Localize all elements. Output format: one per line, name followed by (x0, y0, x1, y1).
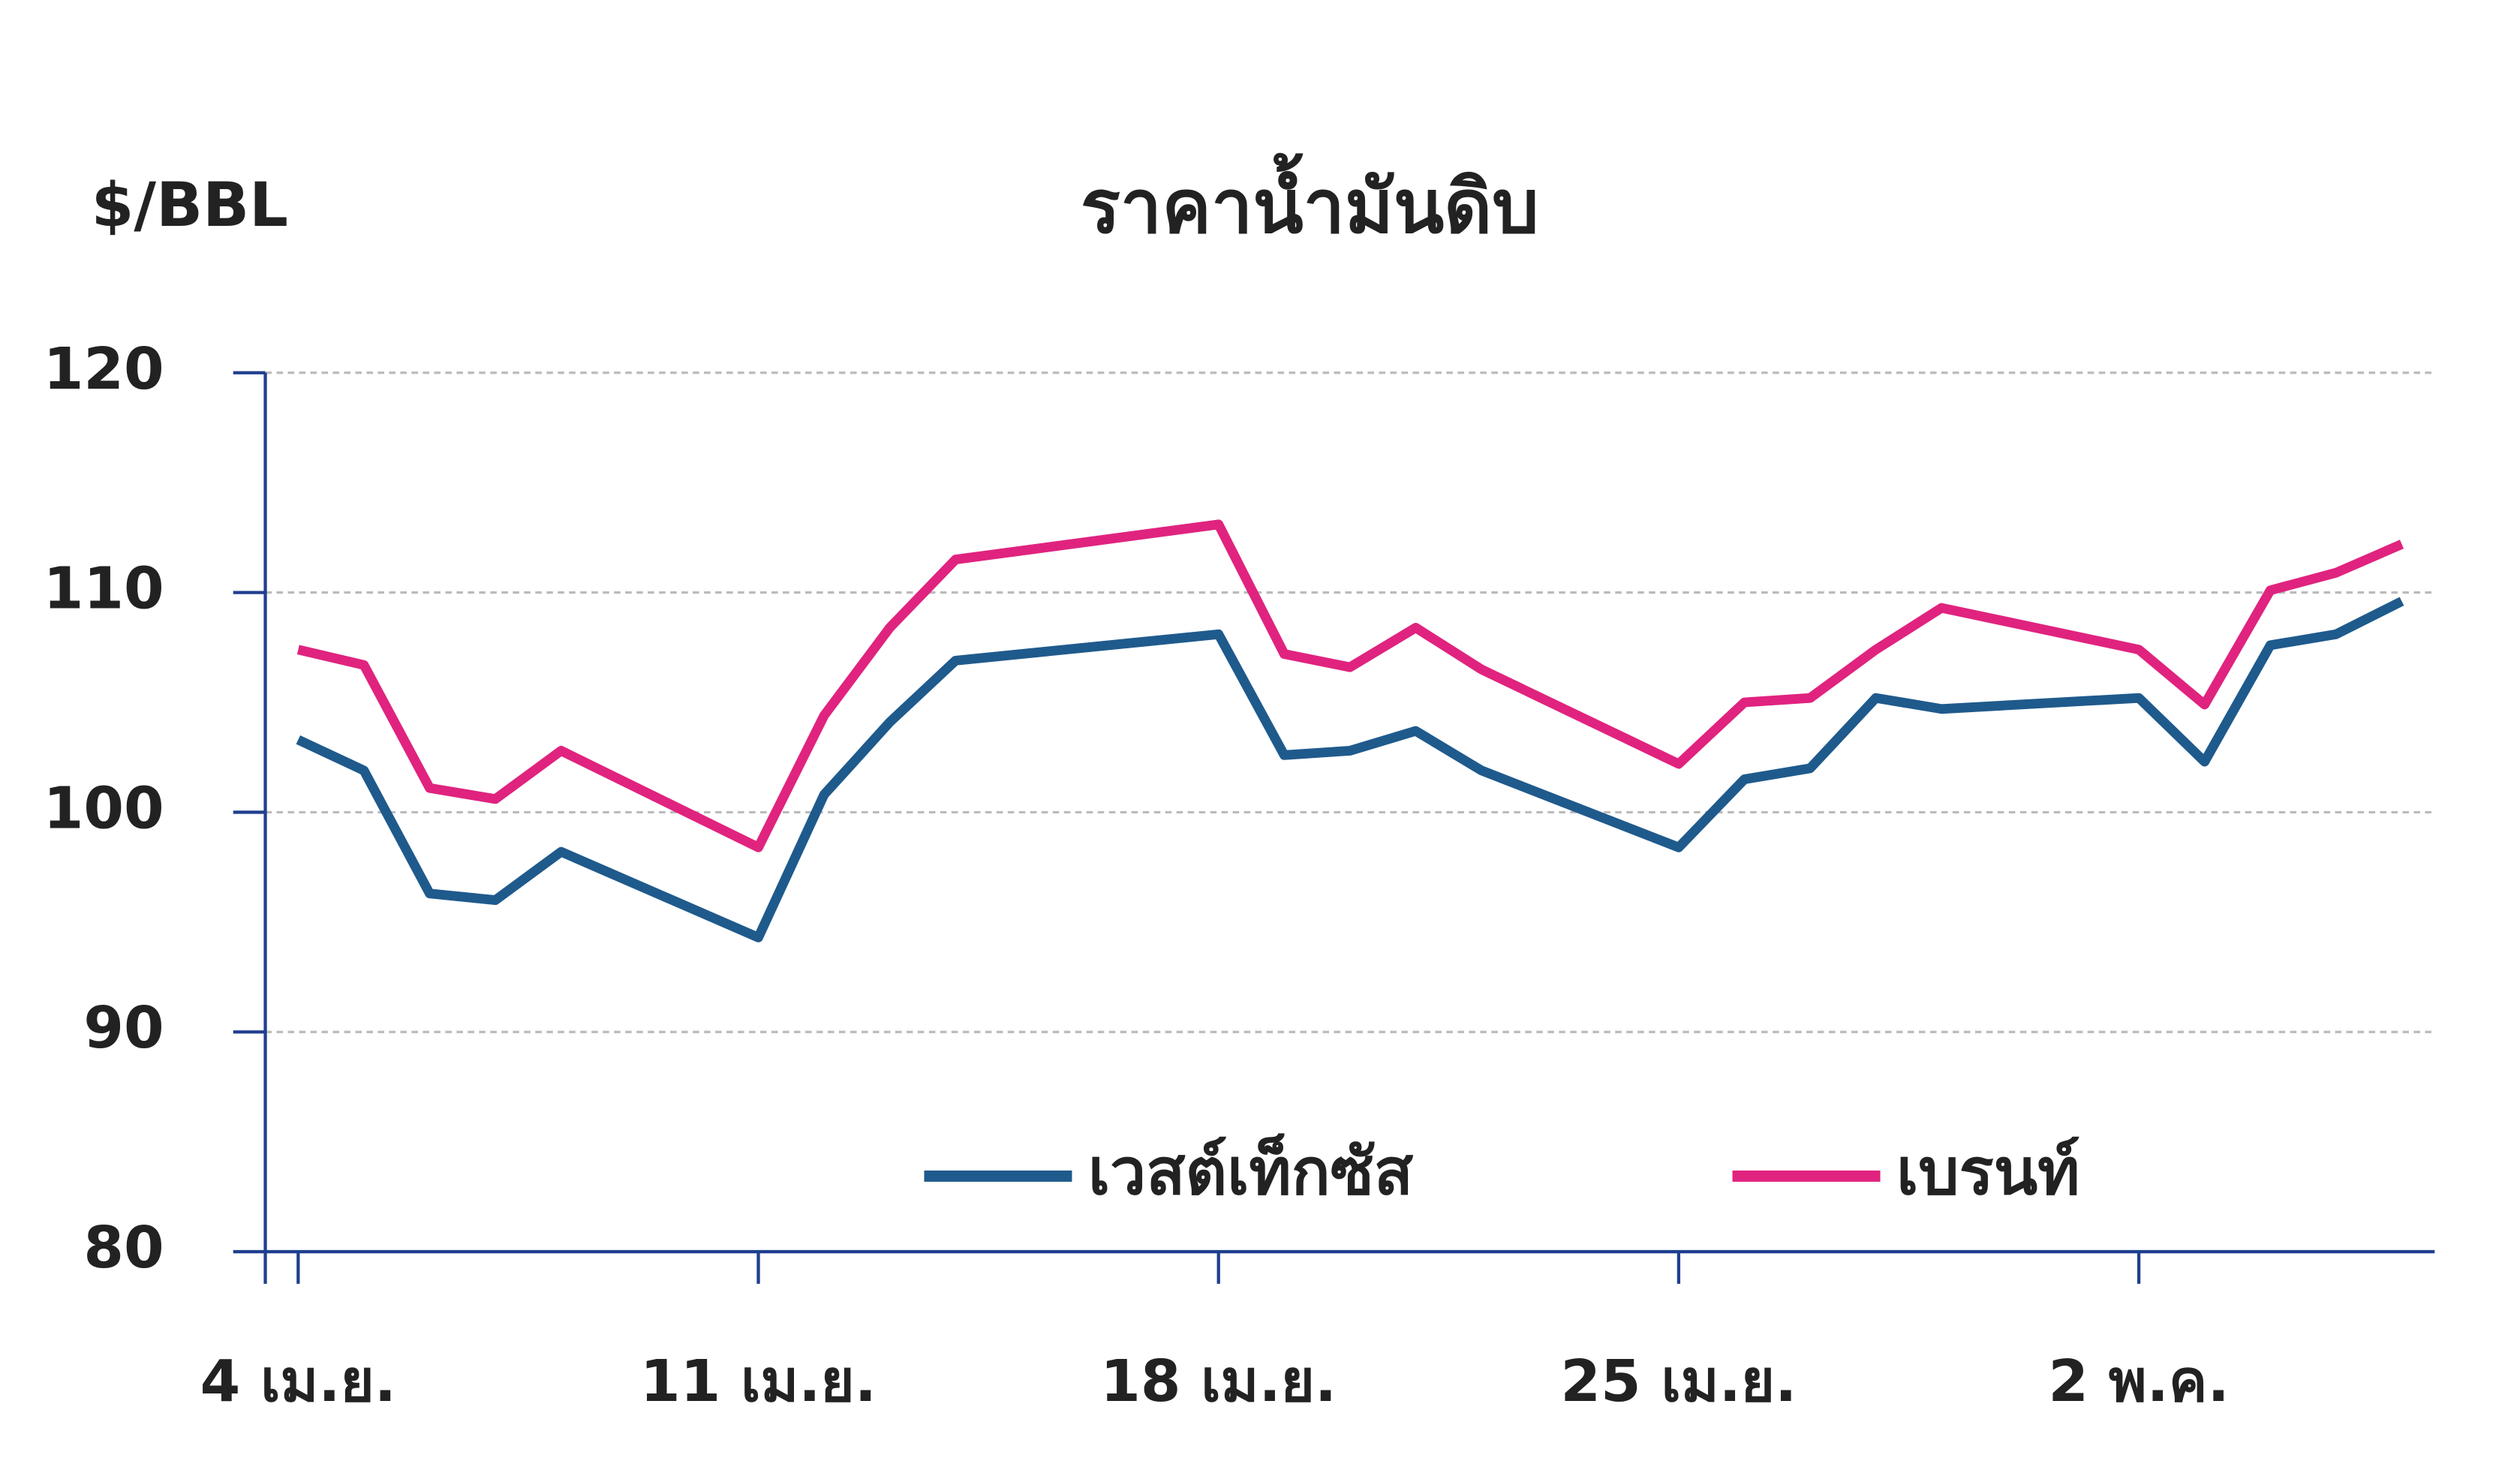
legend-label: เบรนท์ (1896, 1135, 2080, 1210)
y-axis-label: $/BBL (92, 170, 288, 241)
y-tick-label: 110 (44, 555, 164, 623)
x-tick-label: 11 เม.ย. (640, 1348, 877, 1415)
y-tick-label: 90 (83, 994, 164, 1062)
x-tick-label: 2 พ.ค. (2048, 1348, 2229, 1415)
x-tick-label: 4 เม.ย. (200, 1348, 396, 1415)
legend-label: เวสต์เท็กซัส (1088, 1132, 1414, 1210)
x-tick-label: 25 เม.ย. (1560, 1348, 1797, 1415)
chart-title: ราคาน้ำมันดิบ (1081, 152, 1539, 250)
series-line (296, 519, 2404, 852)
y-tick-label: 120 (44, 335, 164, 403)
y-tick-label: 100 (44, 774, 164, 842)
x-tick-label: 18 เม.ย. (1100, 1348, 1337, 1415)
y-tick-label: 80 (83, 1214, 164, 1282)
series-line (296, 597, 2404, 942)
